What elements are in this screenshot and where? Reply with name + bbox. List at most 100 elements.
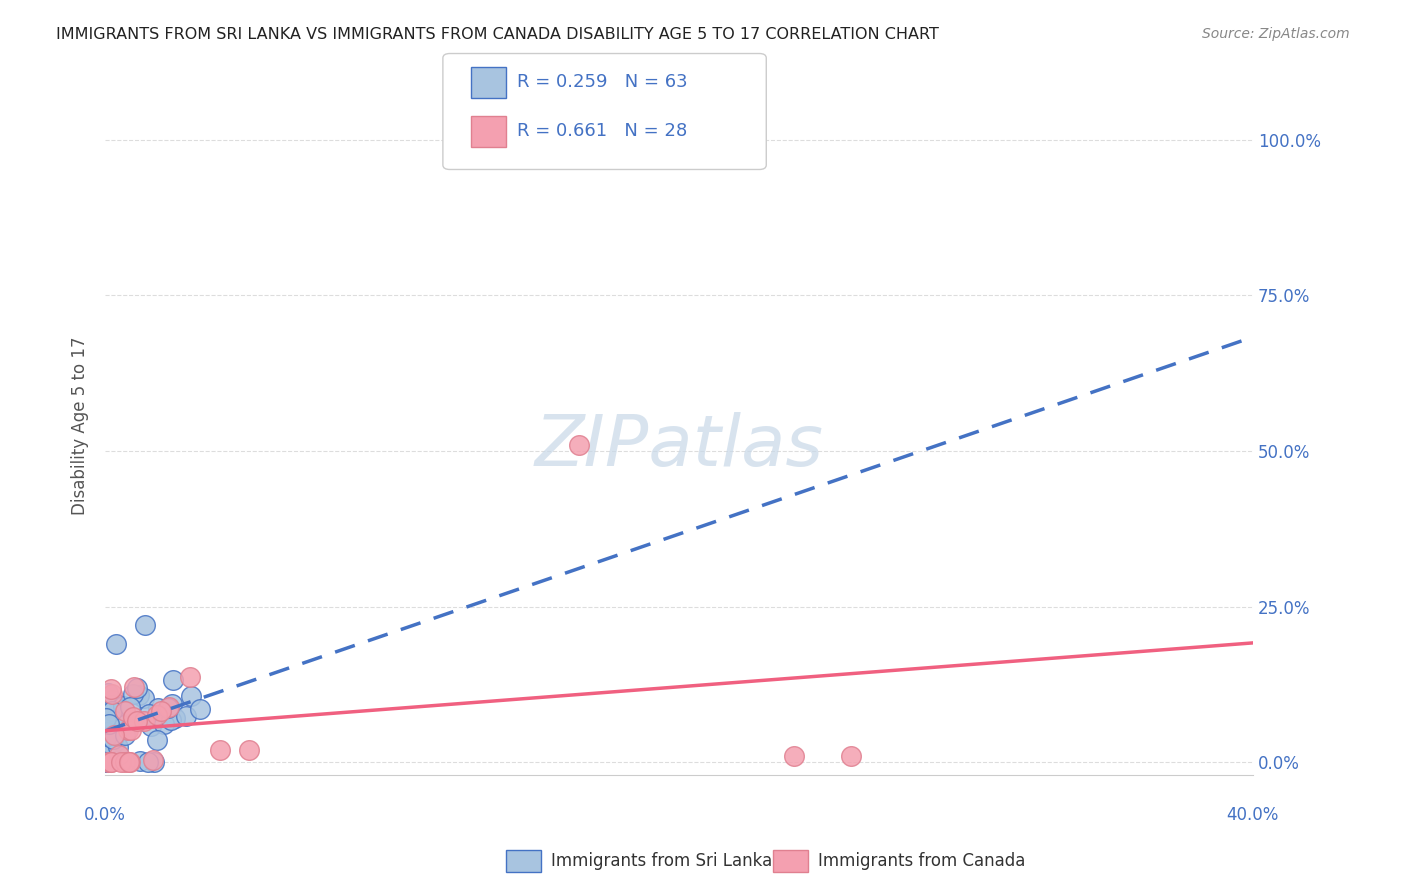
Point [162,697,184,711]
Text: Source: ZipAtlas.com: Source: ZipAtlas.com [1202,27,1350,41]
Point [112,718,135,732]
Point [117,714,139,728]
Point [97,739,120,753]
Point [100,755,122,769]
Point [153,716,176,731]
Point [94,701,117,715]
Point [783,748,806,763]
Point [107,739,129,754]
Point [103,728,125,742]
Point [104,637,127,651]
Point [165,711,187,725]
Point [103,713,125,727]
Point [114,704,136,718]
Point [134,618,156,632]
Point [179,670,201,684]
Point [98,745,121,759]
Point [96,755,118,769]
Point [100,747,122,762]
Point [114,755,136,769]
Point [568,438,591,452]
Point [114,723,136,738]
Point [94,711,117,725]
Point [120,723,142,737]
Point [94,755,117,769]
Point [94,752,117,766]
Point [132,714,155,728]
Text: 40.0%: 40.0% [1226,806,1279,824]
Text: ZIPatlas: ZIPatlas [534,412,824,482]
Text: R = 0.661   N = 28: R = 0.661 N = 28 [517,122,688,140]
Point [114,728,136,742]
Point [96,755,118,769]
Point [110,700,132,714]
Point [100,693,122,707]
Point [104,706,127,721]
Point [157,700,180,714]
Point [98,727,121,741]
Point [132,690,155,705]
Point [122,680,145,694]
Point [839,748,862,763]
Point [101,732,124,747]
Text: R = 0.259   N = 63: R = 0.259 N = 63 [517,73,688,91]
Y-axis label: Disability Age 5 to 17: Disability Age 5 to 17 [72,337,89,516]
Point [128,689,150,703]
Point [208,742,231,756]
Point [100,724,122,739]
Point [142,753,165,767]
Point [127,681,149,695]
Text: 0.0%: 0.0% [84,806,127,824]
Point [180,689,202,703]
Point [110,755,132,769]
Point [96,755,118,769]
Point [118,755,141,769]
Point [101,698,124,712]
Point [146,733,169,747]
Point [120,755,142,769]
Point [97,755,120,769]
Point [96,745,118,759]
Point [238,742,260,756]
Point [128,754,150,768]
Point [107,747,129,762]
Point [96,716,118,731]
Point [96,729,118,743]
Point [105,700,128,714]
Point [120,700,142,714]
Point [97,686,120,700]
Point [160,713,183,727]
Point [104,734,127,748]
Point [142,755,165,769]
Point [162,673,184,687]
Point [138,707,160,722]
Point [139,719,162,733]
Point [136,755,159,769]
Point [146,701,169,715]
Point [146,708,169,723]
Point [98,736,121,750]
Point [98,748,121,763]
Point [150,704,173,718]
Point [94,747,117,761]
Point [174,708,197,723]
Point [188,701,211,715]
Point [108,698,131,712]
Point [103,731,125,746]
Text: Immigrants from Sri Lanka: Immigrants from Sri Lanka [551,852,772,870]
Point [96,696,118,710]
Point [100,681,122,696]
Point [127,714,149,728]
Point [117,723,139,737]
Text: Immigrants from Canada: Immigrants from Canada [818,852,1025,870]
Point [111,699,134,714]
Point [157,701,180,715]
Point [121,709,143,723]
Point [97,716,120,731]
Point [101,704,124,718]
Point [100,755,122,769]
Point [104,731,127,745]
Point [100,687,122,701]
Point [96,725,118,739]
Point [121,688,143,702]
